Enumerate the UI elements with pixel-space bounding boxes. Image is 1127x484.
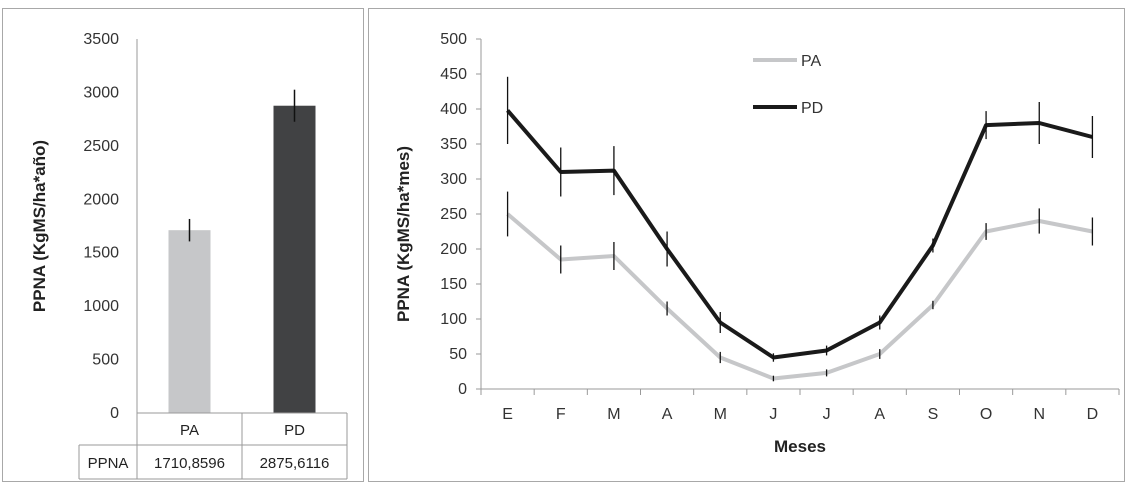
series-line-PD — [506, 109, 1093, 360]
line-chart-panel: 0 50 100 150 200 250 300 350 400 450 500 E F M A M J J A S O… — [368, 8, 1125, 482]
x-tick-label: J — [769, 406, 777, 423]
table-header-cell: PD — [284, 422, 305, 439]
y-tick-label: 0 — [458, 381, 467, 398]
table-header-cell: PA — [180, 422, 199, 439]
y-tick-label: 3500 — [83, 31, 119, 48]
x-tick-label: E — [502, 406, 513, 423]
bar-0 — [168, 230, 211, 413]
y-tick-label: 3000 — [83, 84, 119, 101]
y-tick-label: 500 — [92, 352, 119, 369]
y-tick-label: 300 — [440, 171, 467, 188]
line-chart: 0 50 100 150 200 250 300 350 400 450 500 E F M A M J J A S O… — [394, 31, 1120, 456]
x-tick-label: N — [1033, 406, 1045, 423]
bar-chart-panel: 0 500 1000 1500 2000 2500 3000 3500 PA 1710,8596 P… — [2, 8, 364, 482]
x-tick-label: D — [1087, 406, 1099, 423]
y-tick-label: 50 — [449, 346, 467, 363]
x-tick-label: J — [823, 406, 831, 423]
y-tick-label: 250 — [440, 206, 467, 223]
y-tick-label: 0 — [110, 405, 119, 422]
y-tick-label: 500 — [440, 31, 467, 48]
y-tick-label: 100 — [440, 311, 467, 328]
x-tick-label: M — [607, 406, 620, 423]
bar-1 — [273, 105, 316, 413]
x-tick-label: M — [714, 406, 727, 423]
y-tick-label: 150 — [440, 276, 467, 293]
series-line-PA — [506, 212, 1093, 381]
x-tick-label: S — [928, 406, 939, 423]
x-tick-label: F — [556, 406, 566, 423]
y-tick-label: 400 — [440, 101, 467, 118]
y-axis-title: PPNA (KgMS/ha*año) — [30, 140, 49, 312]
y-tick-label: 1000 — [83, 298, 119, 315]
table-value-cell: 1710,8596 — [154, 455, 225, 472]
x-tick-label: A — [662, 406, 673, 423]
y-tick-label: 1500 — [83, 245, 119, 262]
x-axis-title: Meses — [774, 437, 826, 456]
x-tick-label: A — [874, 406, 885, 423]
y-tick-label: 200 — [440, 241, 467, 258]
x-tick-label: O — [980, 406, 992, 423]
table-value-cell: 2875,6116 — [260, 455, 330, 472]
y-tick-label: 2000 — [83, 191, 119, 208]
bar-chart: 0 500 1000 1500 2000 2500 3000 3500 PA 1710,8596 P… — [30, 31, 348, 480]
legend-label: PD — [801, 100, 823, 117]
legend-label: PA — [801, 53, 821, 70]
y-tick-label: 350 — [440, 136, 467, 153]
y-axis-title: PPNA (KgMS/ha*mes) — [394, 146, 413, 322]
y-tick-label: 450 — [440, 66, 467, 83]
table-row-label: PPNA — [88, 455, 129, 472]
y-tick-label: 2500 — [83, 138, 119, 155]
